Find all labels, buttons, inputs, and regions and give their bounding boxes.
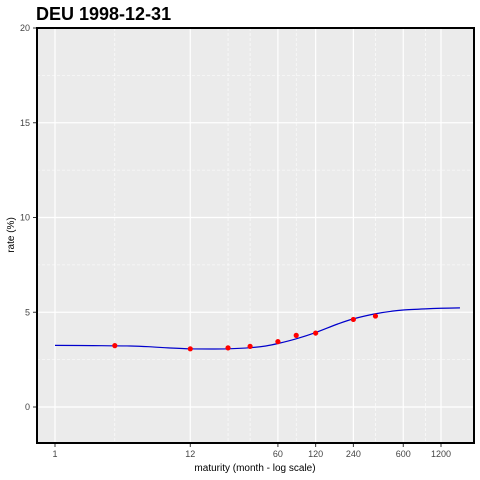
x-axis-ticks: 1 12 60 120 240 600 1200 [52, 443, 451, 459]
data-point [275, 339, 281, 345]
observed-rate-points [112, 313, 379, 352]
x-tick-label: 240 [346, 449, 361, 459]
x-tick-label: 600 [396, 449, 411, 459]
y-tick-label: 20 [20, 23, 30, 33]
y-tick-label: 0 [25, 402, 30, 412]
data-point [372, 313, 379, 319]
x-tick-label: 120 [308, 449, 323, 459]
data-point [293, 332, 299, 338]
x-axis-label: maturity (month - log scale) [194, 463, 315, 474]
data-point [225, 345, 231, 351]
x-tick-label: 1200 [431, 449, 451, 459]
x-tick-label: 1 [52, 449, 57, 459]
y-tick-label: 5 [25, 307, 30, 317]
chart-title: DEU 1998-12-31 [36, 4, 171, 24]
y-axis-label: rate (%) [6, 217, 17, 253]
x-tick-label: 12 [185, 449, 195, 459]
y-tick-label: 15 [20, 118, 30, 128]
data-point [350, 316, 356, 323]
data-point [112, 343, 118, 349]
y-axis-ticks: 0 5 10 15 20 [20, 23, 37, 412]
data-point [313, 330, 319, 336]
plot-panel [37, 28, 474, 443]
data-point [247, 343, 253, 349]
data-point [187, 346, 193, 352]
y-tick-label: 10 [20, 213, 30, 223]
x-tick-label: 60 [273, 449, 283, 459]
plot-border [36, 27, 475, 444]
